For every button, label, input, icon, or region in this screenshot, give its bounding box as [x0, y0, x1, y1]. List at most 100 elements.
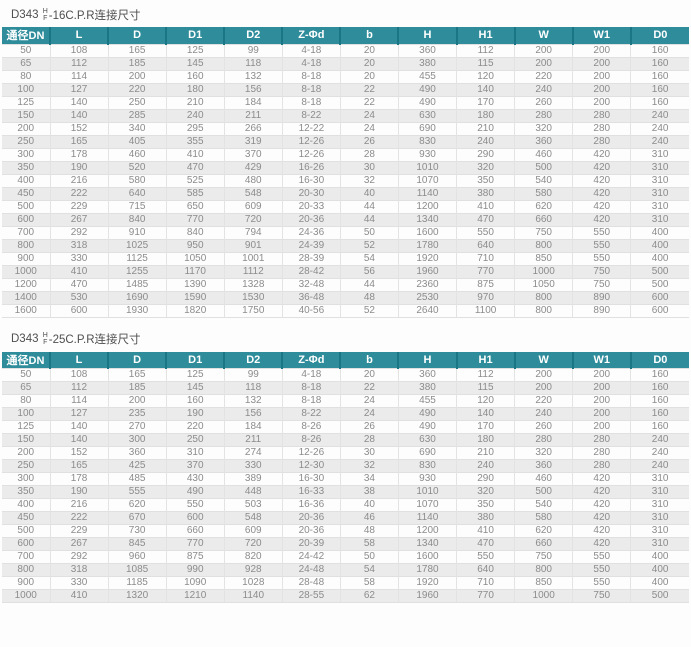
cell: 710 [456, 576, 515, 590]
table-body: 50 108 165 125 99 4-18 20 360 112 200 200 160 65 112 1… [2, 43, 689, 318]
cell: 503 [223, 498, 283, 512]
cell: 580 [514, 186, 573, 200]
cell: 8-18 [281, 394, 341, 408]
cell: 430 [165, 472, 225, 486]
cell: 310 [630, 524, 689, 538]
cell: 600 [630, 290, 689, 304]
cell: 240 [630, 108, 689, 122]
cell: 380 [456, 511, 515, 525]
column-header: H [397, 27, 457, 44]
cell: 1090 [165, 576, 225, 590]
cell: 28-42 [281, 264, 341, 278]
cell: 355 [165, 134, 225, 148]
table-row: 800 318 1025 950 901 24-39 52 1780 640 800 550 400 [2, 238, 689, 252]
table-section-pn16: D343 H F -16C.P.R连接尺寸 通径DN L D D1 D2 Z-Φd b H H1 W W… [2, 7, 689, 318]
cell: 190 [49, 485, 109, 499]
cell: 600 [630, 303, 689, 318]
cell: 660 [514, 537, 573, 551]
cell: 220 [514, 69, 573, 83]
cell: 548 [223, 511, 283, 525]
cell: 200 [572, 407, 631, 421]
cell: 310 [630, 537, 689, 551]
cell: 280 [572, 134, 631, 148]
cell: 2640 [397, 303, 457, 318]
cell: 4-18 [281, 56, 341, 70]
cell: 930 [397, 147, 457, 161]
cell: 310 [630, 485, 689, 499]
cell: 280 [572, 108, 631, 122]
cell: 840 [107, 212, 167, 226]
cell: 310 [630, 511, 689, 525]
cell: 580 [514, 511, 573, 525]
cell: 20-36 [281, 511, 341, 525]
table-row: 65 112 185 145 118 8-18 22 380 115 200 200 160 [2, 381, 689, 395]
cell: 600 [2, 212, 50, 226]
spec-page: D343 H F -16C.P.R连接尺寸 通径DN L D D1 D2 Z-Φd b H H1 W W… [0, 7, 691, 603]
cell: 160 [630, 368, 689, 382]
cell: 12-26 [281, 134, 341, 148]
cell: 420 [572, 147, 631, 161]
cell: 160 [630, 43, 689, 57]
column-header: Z-Φd [281, 351, 341, 369]
cell: 160 [630, 56, 689, 70]
cell: 490 [165, 485, 225, 499]
cell: 640 [456, 238, 515, 252]
table-row: 350 190 520 470 429 16-26 30 1010 320 500 420 310 [2, 160, 689, 174]
cell: 240 [630, 134, 689, 148]
table-body: 50 108 165 125 99 4-18 20 360 112 200 200 160 65 112 1… [2, 368, 689, 603]
cell: 22 [339, 381, 399, 395]
cell: 720 [223, 537, 283, 551]
cell: 1320 [107, 589, 167, 603]
column-header: L [48, 27, 109, 44]
cell: 140 [49, 420, 109, 434]
cell: 28-48 [281, 576, 341, 590]
table-row: 125 140 250 210 184 8-18 22 490 170 260 200 160 [2, 95, 689, 109]
cell: 540 [514, 173, 573, 187]
cell: 112 [49, 56, 109, 70]
column-header: W [513, 351, 573, 369]
cell: 420 [572, 498, 631, 512]
cell: 156 [223, 82, 283, 96]
cell: 229 [49, 524, 109, 538]
table-row: 1000 410 1255 1170 1112 28-42 56 1960 770 1000 750… [2, 264, 689, 278]
cell: 930 [397, 472, 457, 486]
cell: 200 [572, 82, 631, 96]
cell: 36-48 [281, 290, 341, 304]
table-row: 700 292 910 840 794 24-36 50 1600 550 750 550 400 [2, 225, 689, 239]
cell: 12-26 [281, 147, 341, 161]
column-header: D0 [629, 351, 689, 369]
cell: 750 [572, 589, 631, 603]
cell: 140 [456, 82, 515, 96]
column-header: Z-Φd [281, 27, 341, 44]
cell: 370 [223, 147, 283, 161]
cell: 400 [630, 550, 689, 564]
table-row: 80 114 200 160 132 8-18 20 455 120 220 200 160 [2, 69, 689, 83]
cell: 1600 [397, 550, 457, 564]
cell: 200 [572, 394, 631, 408]
cell: 1920 [397, 576, 457, 590]
cell: 40-56 [281, 303, 341, 318]
cell: 470 [456, 212, 515, 226]
cell: 99 [223, 368, 283, 382]
cell: 310 [630, 212, 689, 226]
cell: 200 [572, 95, 631, 109]
cell: 1050 [514, 277, 573, 291]
table-row: 1200 470 1485 1390 1328 32-48 44 2360 875 1050 750… [2, 277, 689, 291]
table-row: 450 222 670 600 548 20-36 46 1140 380 580 420 310 [2, 511, 689, 525]
cell: 165 [107, 43, 167, 57]
column-header: D [107, 27, 167, 44]
cell: 210 [456, 446, 515, 460]
cell: 1780 [397, 238, 457, 252]
cell: 220 [514, 394, 573, 408]
fraction-top: H [42, 332, 48, 339]
cell: 1960 [397, 264, 457, 278]
cell: 222 [49, 186, 109, 200]
cell: 152 [49, 446, 109, 460]
cell: 1140 [223, 589, 283, 603]
cell: 485 [107, 472, 167, 486]
cell: 200 [572, 56, 631, 70]
cell: 928 [223, 563, 283, 577]
cell: 600 [49, 303, 109, 318]
cell: 24 [339, 121, 399, 135]
cell: 292 [49, 550, 109, 564]
